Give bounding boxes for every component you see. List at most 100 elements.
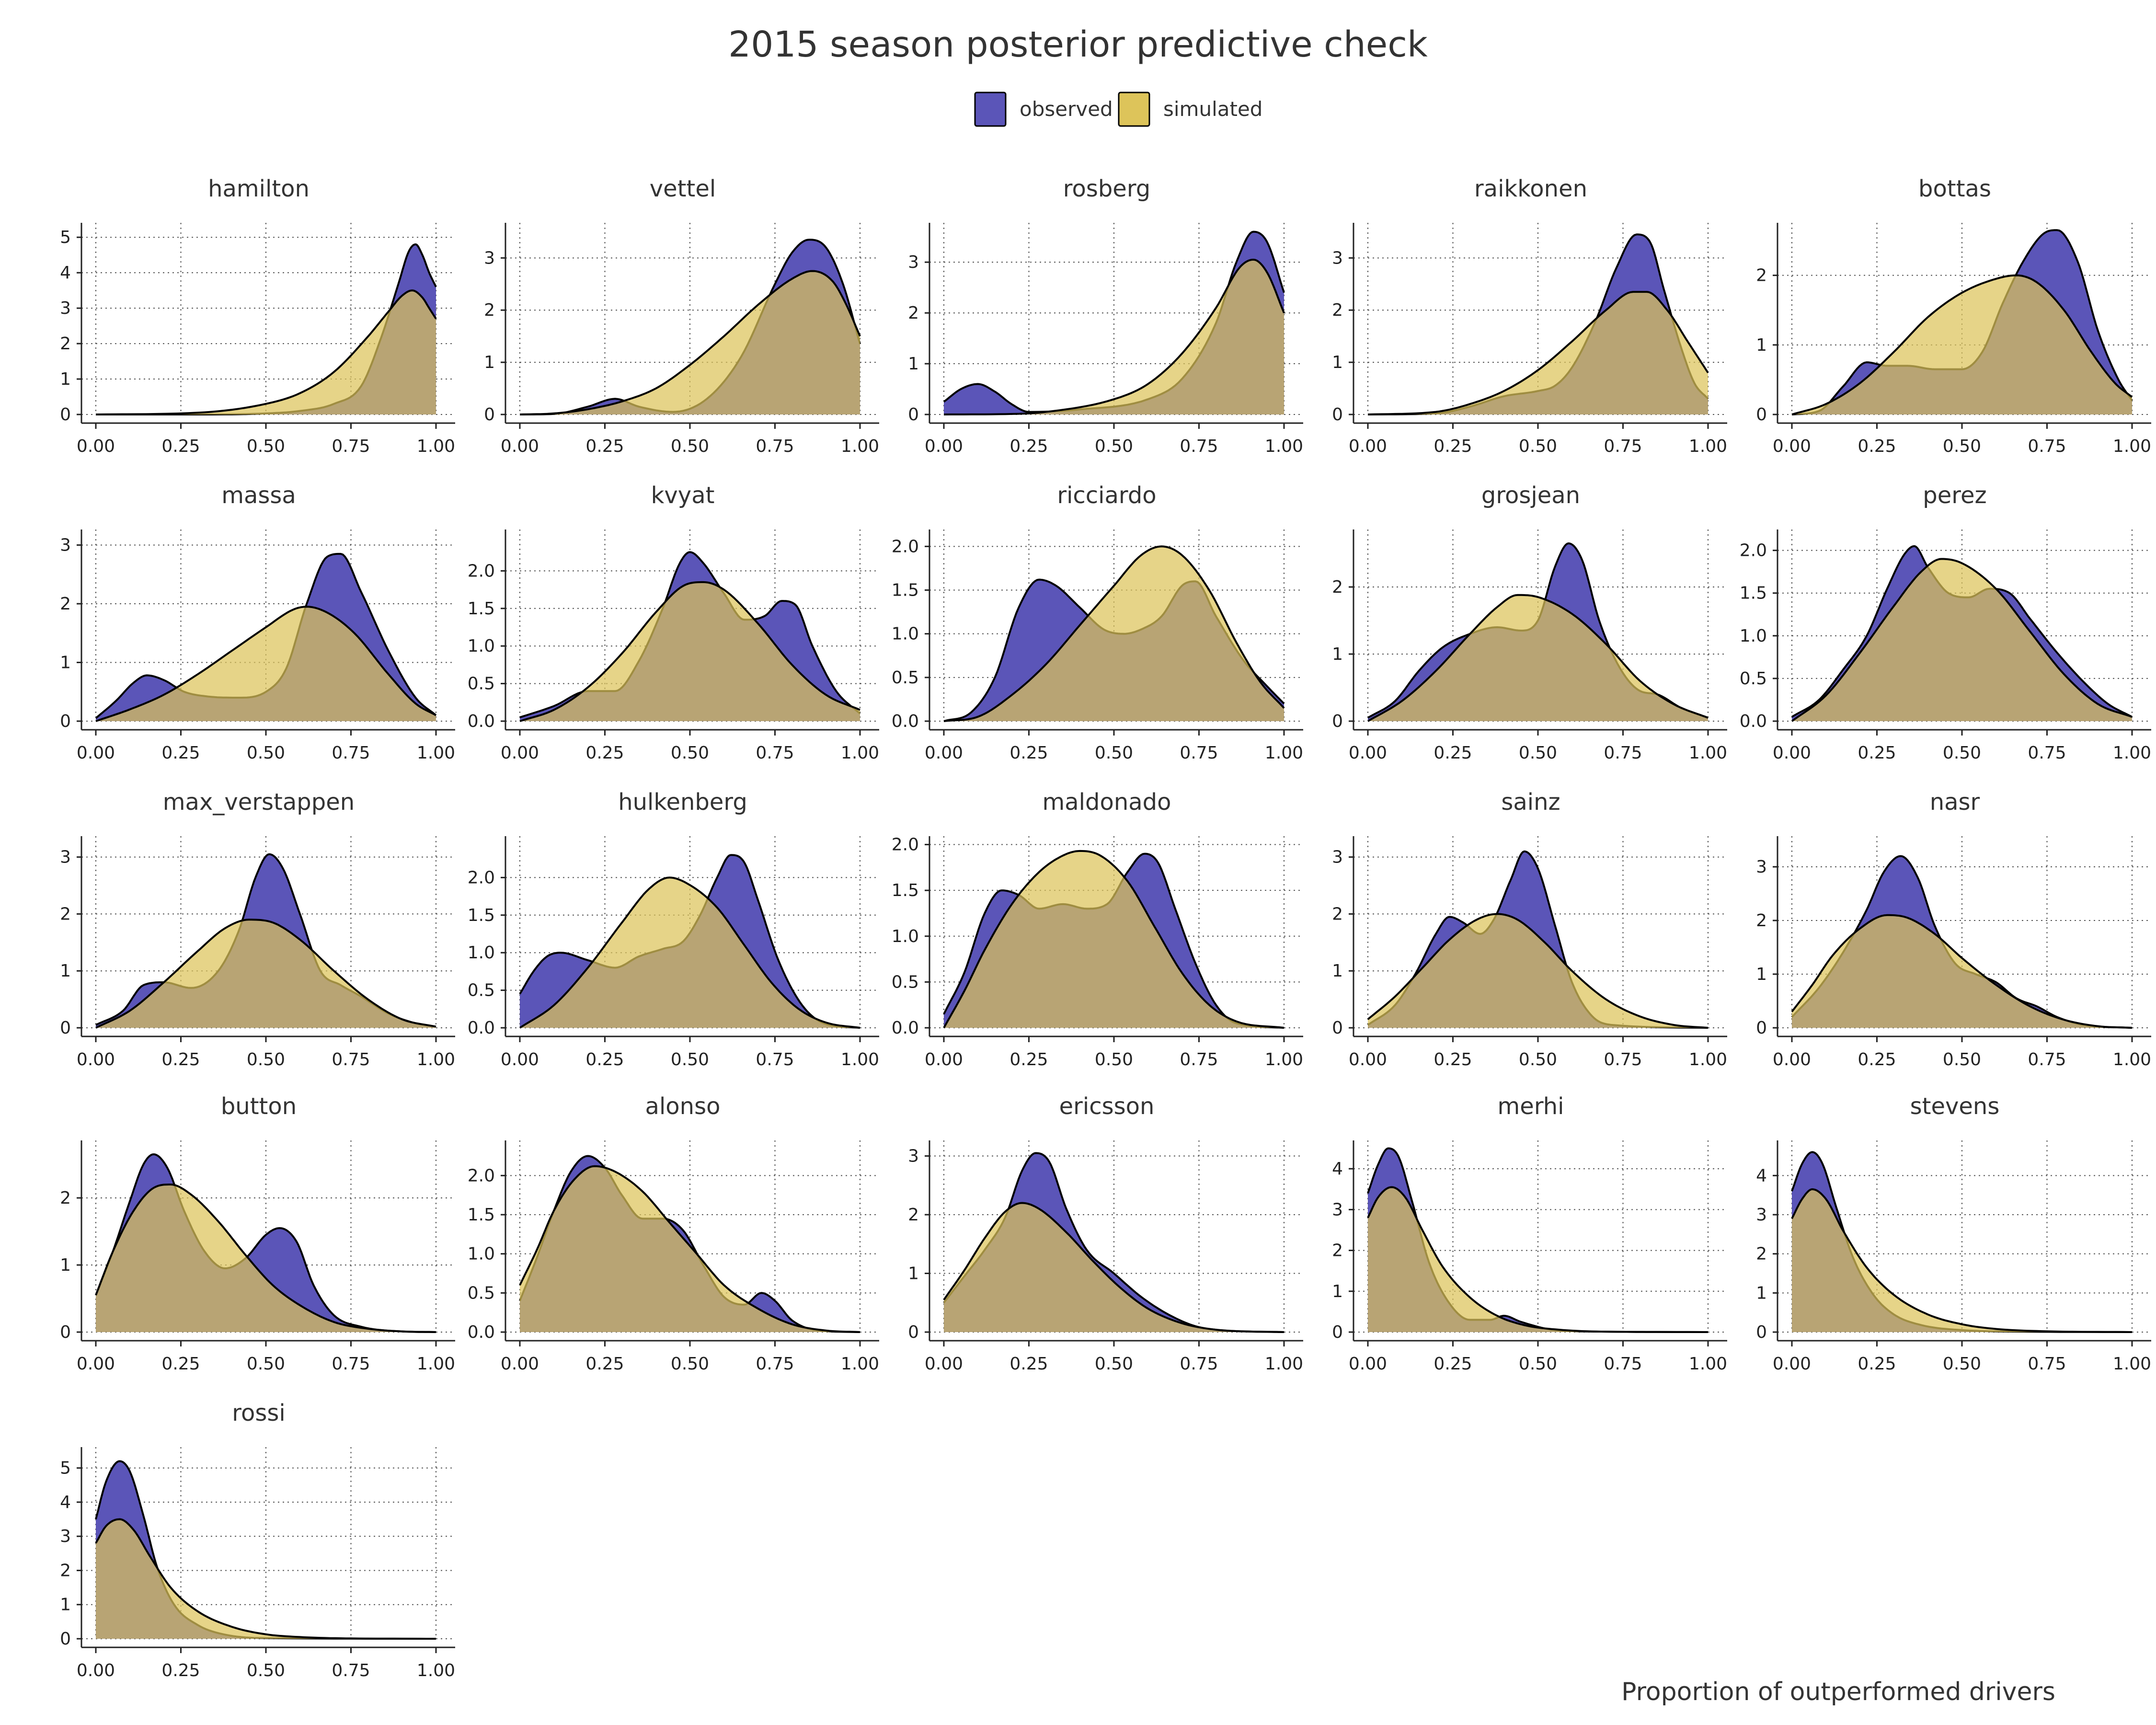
x-tick-label: 0.25 bbox=[1858, 437, 1896, 456]
density-line-simulated-rosberg bbox=[943, 258, 1285, 415]
legend-simulated-label: simulated bbox=[1163, 97, 1262, 121]
y-tick-label: 2 bbox=[1332, 577, 1343, 597]
x-tick-label: 0.00 bbox=[77, 743, 115, 763]
density-line-simulated-massa bbox=[95, 606, 436, 722]
x-tick-label: 1.00 bbox=[1689, 1050, 1727, 1070]
panel-title-vettel: vettel bbox=[650, 175, 716, 202]
y-tick-label: 1.5 bbox=[468, 1205, 495, 1225]
y-tick-label: 1 bbox=[1332, 353, 1343, 372]
y-tick-label: 1 bbox=[60, 1595, 71, 1615]
y-tick-label: 0.5 bbox=[1740, 669, 1767, 689]
x-tick-label: 0.75 bbox=[332, 1050, 370, 1070]
density-area-simulated-max_verstappen bbox=[96, 920, 436, 1028]
y-tick-label: 2 bbox=[60, 904, 71, 924]
x-tick-label: 1.00 bbox=[417, 1661, 455, 1680]
y-tick-label: 2 bbox=[484, 300, 495, 320]
panel-massa: massa 0 1 2 3 0.00 0.25 0.50 0.75 1.00 bbox=[60, 482, 455, 763]
x-tick-label: 0.50 bbox=[247, 437, 285, 456]
panel-kvyat: kvyat 0.0 0.5 1.0 1.5 2.0 0.00 0.25 0.50 0.75 1.00 bbox=[468, 482, 879, 763]
density-area-simulated-hamilton bbox=[96, 290, 436, 414]
panel-title-button: button bbox=[221, 1093, 297, 1120]
x-tick-label: 0.00 bbox=[501, 437, 539, 456]
y-tick-label: 1.5 bbox=[892, 881, 919, 900]
density-line-simulated-stevens bbox=[1791, 1188, 2133, 1333]
x-tick-label: 1.00 bbox=[841, 1354, 879, 1374]
x-tick-label: 0.00 bbox=[1349, 437, 1387, 456]
density-area-simulated-sainz bbox=[1368, 914, 1708, 1028]
x-tick-label: 0.50 bbox=[247, 1050, 285, 1070]
x-tick-label: 0.75 bbox=[1180, 1050, 1218, 1070]
x-tick-label: 0.00 bbox=[1773, 1050, 1811, 1070]
y-tick-label: 5 bbox=[60, 228, 71, 247]
legend-simulated-swatch bbox=[1118, 92, 1150, 127]
x-tick-label: 1.00 bbox=[1689, 437, 1727, 456]
x-tick-label: 0.00 bbox=[501, 743, 539, 763]
y-tick-label: 1.5 bbox=[892, 581, 919, 600]
legend: observed simulated bbox=[974, 92, 1262, 127]
y-tick-label: 3 bbox=[1332, 1200, 1343, 1219]
panel-title-ericsson: ericsson bbox=[1059, 1093, 1155, 1120]
x-tick-label: 0.50 bbox=[1943, 743, 1981, 763]
y-tick-label: 3 bbox=[1756, 1205, 1767, 1225]
x-tick-label: 1.00 bbox=[2113, 1050, 2151, 1070]
x-tick-label: 0.75 bbox=[1604, 1050, 1642, 1070]
y-tick-label: 1.0 bbox=[1740, 626, 1767, 646]
y-tick-label: 4 bbox=[60, 1493, 71, 1512]
panel-sainz: sainz 0 1 2 3 0.00 0.25 0.50 0.75 1.00 bbox=[1332, 789, 1727, 1070]
y-tick-label: 4 bbox=[60, 263, 71, 283]
x-tick-label: 0.00 bbox=[501, 1050, 539, 1070]
panel-merhi: merhi 0 1 2 3 4 0.00 0.25 0.50 0.75 1.00 bbox=[1332, 1093, 1727, 1374]
x-tick-label: 0.25 bbox=[1009, 1050, 1048, 1070]
x-tick-label: 1.00 bbox=[1689, 1354, 1727, 1374]
y-tick-label: 5 bbox=[60, 1459, 71, 1478]
density-line-simulated-grosjean bbox=[1367, 594, 1709, 722]
density-area-simulated-nasr bbox=[1792, 915, 2132, 1028]
x-tick-label: 0.75 bbox=[2028, 743, 2066, 763]
x-tick-label: 0.00 bbox=[1773, 743, 1811, 763]
x-tick-label: 0.75 bbox=[756, 1050, 794, 1070]
x-tick-label: 0.50 bbox=[671, 743, 709, 763]
y-tick-label: 1 bbox=[60, 961, 71, 981]
y-tick-label: 1 bbox=[1332, 644, 1343, 664]
y-tick-label: 3 bbox=[60, 299, 71, 318]
panel-max_verstappen: max_verstappen 0 1 2 3 0.00 0.25 0.50 0.75 1.00 bbox=[60, 789, 455, 1070]
y-tick-label: 1 bbox=[908, 1264, 919, 1284]
y-tick-label: 2.0 bbox=[468, 868, 495, 887]
y-tick-label: 3 bbox=[908, 1147, 919, 1166]
x-tick-label: 0.25 bbox=[1009, 743, 1048, 763]
y-tick-label: 2 bbox=[1332, 1241, 1343, 1261]
x-tick-label: 0.50 bbox=[671, 1050, 709, 1070]
y-tick-label: 1 bbox=[484, 353, 495, 372]
y-tick-label: 3 bbox=[484, 248, 495, 268]
x-tick-label: 0.25 bbox=[161, 437, 200, 456]
panel-vettel: vettel 0 1 2 3 0.00 0.25 0.50 0.75 1.00 bbox=[484, 175, 879, 456]
y-tick-label: 1 bbox=[1756, 335, 1767, 355]
y-tick-label: 2 bbox=[1756, 911, 1767, 931]
panel-title-max_verstappen: max_verstappen bbox=[163, 789, 355, 816]
panel-rossi: rossi 0 1 2 3 4 5 0.00 0.25 0.50 0.75 1.00 bbox=[60, 1400, 455, 1680]
x-tick-label: 0.50 bbox=[1519, 1354, 1557, 1374]
x-tick-label: 0.50 bbox=[1519, 743, 1557, 763]
panel-stevens: stevens 0 1 2 3 4 0.00 0.25 0.50 0.75 1.00 bbox=[1756, 1093, 2151, 1374]
y-tick-label: 1 bbox=[60, 369, 71, 389]
x-tick-label: 0.50 bbox=[247, 1354, 285, 1374]
x-tick-label: 0.75 bbox=[2028, 437, 2066, 456]
x-tick-label: 0.25 bbox=[161, 1050, 200, 1070]
x-tick-label: 0.25 bbox=[1434, 437, 1472, 456]
chart-title: 2015 season posterior predictive check bbox=[728, 24, 1428, 65]
density-area-simulated-rosberg bbox=[944, 259, 1284, 414]
y-tick-label: 2 bbox=[1332, 300, 1343, 320]
density-area-simulated-stevens bbox=[1792, 1189, 2132, 1332]
y-tick-label: 0 bbox=[60, 1018, 71, 1038]
panel-button: button 0 1 2 0.00 0.25 0.50 0.75 1.00 bbox=[60, 1093, 455, 1374]
x-tick-label: 0.00 bbox=[77, 1354, 115, 1374]
panel-title-stevens: stevens bbox=[1910, 1093, 2000, 1120]
x-tick-label: 0.50 bbox=[247, 1661, 285, 1680]
y-tick-label: 2.0 bbox=[468, 1166, 495, 1185]
y-tick-label: 0 bbox=[60, 1629, 71, 1649]
x-tick-label: 0.50 bbox=[1095, 1050, 1133, 1070]
density-area-simulated-alonso bbox=[520, 1166, 860, 1332]
y-tick-label: 0 bbox=[60, 1322, 71, 1342]
y-tick-label: 0.0 bbox=[468, 712, 495, 731]
density-area-simulated-perez bbox=[1792, 559, 2132, 721]
